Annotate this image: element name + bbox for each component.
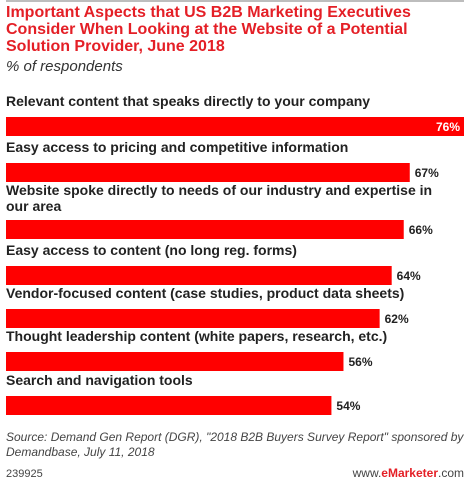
- bar: [6, 352, 344, 371]
- bar: [6, 309, 380, 328]
- top-rule: [6, 0, 464, 2]
- brand-link[interactable]: www.eMarketer.com: [353, 466, 464, 480]
- brand-prefix: www.: [352, 466, 382, 480]
- source-note: Source: Demand Gen Report (DGR), "2018 B…: [6, 430, 464, 459]
- category-label: Website spoke directly to needs of our i…: [6, 182, 432, 214]
- bar: [6, 396, 332, 415]
- category-label: Relevant content that speaks directly to…: [6, 93, 370, 109]
- category-label: Search and navigation tools: [6, 372, 193, 388]
- chart-subtitle: % of respondents: [6, 58, 123, 75]
- value-label: 56%: [348, 355, 372, 369]
- brand-suffix: .com: [437, 466, 464, 480]
- brand-name: eMarketer: [381, 466, 438, 480]
- chart-title: Important Aspects that US B2B Marketing …: [6, 4, 411, 55]
- category-label: Easy access to content (no long reg. for…: [6, 242, 297, 258]
- category-label: Vendor-focused content (case studies, pr…: [6, 285, 404, 301]
- chart-id: 239925: [6, 468, 43, 480]
- bar-chart: Relevant content that speaks directly to…: [6, 93, 464, 415]
- value-label: 62%: [385, 312, 409, 326]
- category-label: Easy access to pricing and competitive i…: [6, 139, 348, 155]
- value-label: 67%: [415, 166, 439, 180]
- bar: [6, 220, 404, 239]
- bar: [6, 266, 392, 285]
- bar: [6, 117, 464, 136]
- category-label: Thought leadership content (white papers…: [6, 328, 387, 344]
- value-label: 76%: [436, 120, 460, 134]
- value-label: 64%: [397, 269, 421, 283]
- value-label: 54%: [336, 399, 360, 413]
- bar: [6, 163, 410, 182]
- value-label: 66%: [409, 223, 433, 237]
